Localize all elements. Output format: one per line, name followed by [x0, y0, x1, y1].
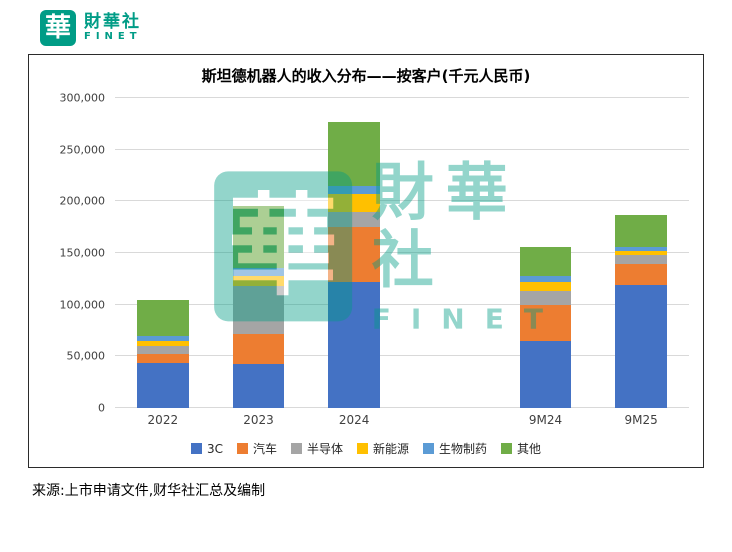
bar-segment [232, 275, 285, 287]
bar-9M24 [498, 98, 594, 408]
brand-text: 財華社 FINET [84, 11, 142, 44]
brand-name-en: FINET [84, 31, 142, 43]
gridline [115, 355, 689, 357]
bar-2022 [115, 98, 211, 408]
y-tick-label: 50,000 [66, 349, 106, 363]
x-tick-label: 9M25 [624, 413, 658, 427]
gridline [115, 252, 689, 253]
bar-segment [137, 299, 189, 336]
bar-segment [615, 214, 667, 247]
legend-swatch [290, 443, 302, 454]
bar-segment [232, 333, 285, 364]
legend-label: 半导体 [306, 442, 343, 456]
y-tick-label: 300,000 [59, 91, 106, 105]
bar-segment [232, 286, 285, 334]
bar-2024 [306, 98, 402, 408]
bar-segment [519, 304, 572, 341]
bar-segment [519, 291, 572, 305]
legend-item: 3C [190, 441, 223, 456]
bar-segment [615, 250, 667, 256]
brand-header: 華 財華社 FINET [40, 8, 732, 48]
bar-segment [328, 227, 380, 282]
bar-segment [328, 211, 380, 228]
gridline [115, 200, 689, 202]
y-tick-label: 150,000 [59, 246, 106, 260]
bar-segment [328, 121, 380, 186]
legend-item: 生物制药 [423, 440, 487, 457]
legend-item: 半导体 [290, 440, 343, 457]
stacked-bar [232, 98, 285, 408]
bar-segment [137, 340, 189, 347]
finet-logo-icon: 華 [40, 10, 76, 46]
bar-segment [137, 362, 189, 408]
stacked-bar [615, 98, 667, 408]
bar-segment [519, 340, 572, 408]
legend-swatch [236, 443, 248, 454]
gridline [115, 407, 689, 408]
legend-item: 新能源 [357, 440, 409, 457]
legend-swatch [357, 443, 368, 454]
y-tick-label: 0 [98, 401, 105, 415]
bar-segment [232, 363, 285, 408]
bar-segment [615, 285, 667, 408]
chart-title: 斯坦德机器人的收入分布——按客户(千元人民币) [201, 67, 531, 85]
bar-segment [232, 267, 285, 276]
bar-segment [615, 264, 667, 286]
bar-segment [519, 246, 572, 276]
bar-segment [137, 335, 189, 341]
legend-label: 生物制药 [439, 442, 488, 456]
x-tick-label: 2024 [338, 413, 370, 427]
bar-segment [328, 185, 380, 195]
y-tick-label: 250,000 [59, 143, 106, 157]
legend-label: 新能源 [373, 442, 410, 456]
plot-row: 0 50,000 100,000 150,000 200,000 250,000 300,0… [43, 92, 689, 415]
bar-segment [615, 246, 667, 251]
logo-glyph: 華 [44, 13, 71, 43]
y-tick-label: 100,000 [59, 298, 106, 312]
bar-segment [328, 194, 380, 212]
legend: 3C 汽车 半导体 新能源 生物制药 其他 [43, 432, 689, 463]
source-note: 来源:上市申请文件,财华社汇总及编制 [32, 483, 266, 499]
bar-segment [137, 346, 189, 355]
y-axis: 0 50,000 100,000 150,000 200,000 250,000 300,0… [43, 92, 115, 415]
legend-item: 其他 [501, 440, 541, 457]
gridline [115, 303, 689, 305]
x-tick-label: 2022 [147, 413, 179, 427]
bar-segment [232, 205, 285, 268]
stacked-bar [137, 98, 189, 408]
chart-container: 斯坦德机器人的收入分布——按客户(千元人民币) 0 50,000 100,000 15… [28, 54, 704, 468]
legend-label: 3C [206, 441, 223, 456]
bar-segment [137, 354, 189, 363]
x-axis: 2022 2023 2024 9M24 9M25 [115, 408, 689, 432]
bar-segment [328, 281, 380, 408]
legend-swatch [423, 443, 435, 454]
gridline [115, 148, 689, 150]
bar-segment [519, 275, 572, 282]
legend-label: 其他 [517, 442, 542, 456]
bar-segment [519, 281, 572, 292]
legend-label: 汽车 [252, 442, 277, 456]
stacked-bar [519, 98, 572, 408]
legend-swatch [190, 443, 202, 454]
x-tick-label: 2023 [243, 413, 274, 427]
plot-area: 華 財華社 FINET [115, 97, 689, 408]
y-tick-label: 200,000 [59, 194, 106, 208]
bar-9M25 [593, 98, 689, 408]
bar-2023 [211, 98, 307, 408]
legend-swatch [501, 443, 513, 454]
x-tick-label: 9M24 [528, 413, 563, 427]
stacked-bar [328, 98, 380, 408]
gridline [115, 97, 689, 98]
legend-item: 汽车 [236, 440, 277, 457]
brand-name-cn: 財華社 [84, 11, 141, 32]
bar-segment [615, 255, 667, 265]
